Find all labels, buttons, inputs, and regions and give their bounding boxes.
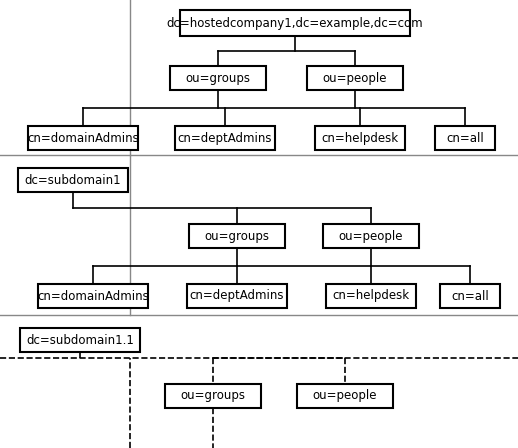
Text: ou=groups: ou=groups (180, 389, 246, 402)
Text: cn=domainAdmins: cn=domainAdmins (27, 132, 139, 145)
FancyBboxPatch shape (170, 66, 266, 90)
FancyBboxPatch shape (297, 384, 393, 408)
Text: cn=all: cn=all (451, 289, 489, 302)
FancyBboxPatch shape (326, 284, 416, 308)
Text: cn=all: cn=all (446, 132, 484, 145)
Text: dc=hostedcompany1,dc=example,dc=com: dc=hostedcompany1,dc=example,dc=com (167, 17, 423, 30)
FancyBboxPatch shape (28, 126, 138, 150)
FancyBboxPatch shape (18, 168, 128, 192)
Text: ou=people: ou=people (339, 229, 403, 242)
FancyBboxPatch shape (189, 224, 285, 248)
FancyBboxPatch shape (20, 328, 140, 352)
Text: cn=deptAdmins: cn=deptAdmins (178, 132, 272, 145)
FancyBboxPatch shape (165, 384, 261, 408)
Text: ou=groups: ou=groups (185, 72, 251, 85)
FancyBboxPatch shape (315, 126, 405, 150)
Text: ou=people: ou=people (313, 389, 377, 402)
Text: dc=subdomain1.1: dc=subdomain1.1 (26, 333, 134, 346)
Text: cn=deptAdmins: cn=deptAdmins (190, 289, 284, 302)
Text: ou=people: ou=people (323, 72, 387, 85)
FancyBboxPatch shape (187, 284, 287, 308)
FancyBboxPatch shape (38, 284, 148, 308)
Text: cn=helpdesk: cn=helpdesk (333, 289, 410, 302)
FancyBboxPatch shape (323, 224, 419, 248)
FancyBboxPatch shape (440, 284, 500, 308)
FancyBboxPatch shape (175, 126, 275, 150)
Text: ou=groups: ou=groups (205, 229, 269, 242)
FancyBboxPatch shape (435, 126, 495, 150)
FancyBboxPatch shape (307, 66, 403, 90)
Text: dc=subdomain1: dc=subdomain1 (25, 173, 121, 186)
FancyBboxPatch shape (180, 10, 410, 36)
Text: cn=domainAdmins: cn=domainAdmins (37, 289, 149, 302)
Text: cn=helpdesk: cn=helpdesk (322, 132, 398, 145)
